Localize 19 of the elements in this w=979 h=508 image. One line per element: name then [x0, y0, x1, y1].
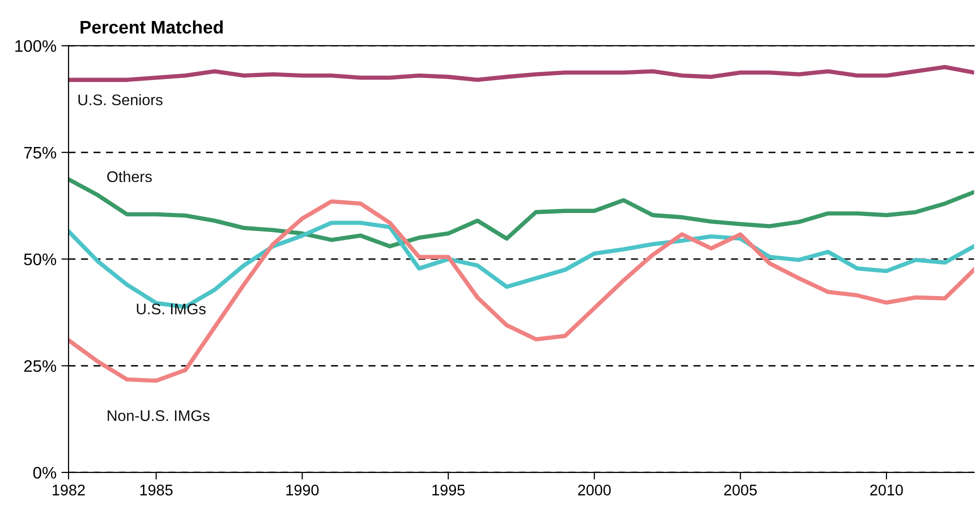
y-tick-label: 100% [15, 40, 56, 52]
x-tick-label: 1990 [286, 484, 319, 496]
chart-title: Percent Matched [80, 20, 223, 34]
text: Non-U.S. IMGs [108, 410, 210, 422]
y-tick-label: 75% [24, 146, 56, 159]
x-tick-label: 1985 [140, 484, 173, 496]
series-label: U.S. Seniors [78, 94, 162, 106]
series-label: U.S. IMGs [136, 304, 206, 314]
x-tick-label: 1982 [52, 484, 85, 496]
line-series [68, 199, 974, 383]
x-tick-label: 2005 [724, 484, 757, 496]
y-tick-label: 50% [24, 253, 56, 266]
series-label: Others [107, 170, 152, 182]
y-tick-label: 25% [24, 360, 56, 372]
y-tick-label: 0% [33, 466, 56, 479]
line-series [68, 64, 974, 82]
x-tick-label: 2010 [870, 484, 903, 496]
x-tick-label: 2000 [578, 484, 611, 496]
x-tick-label: 1995 [432, 484, 465, 496]
